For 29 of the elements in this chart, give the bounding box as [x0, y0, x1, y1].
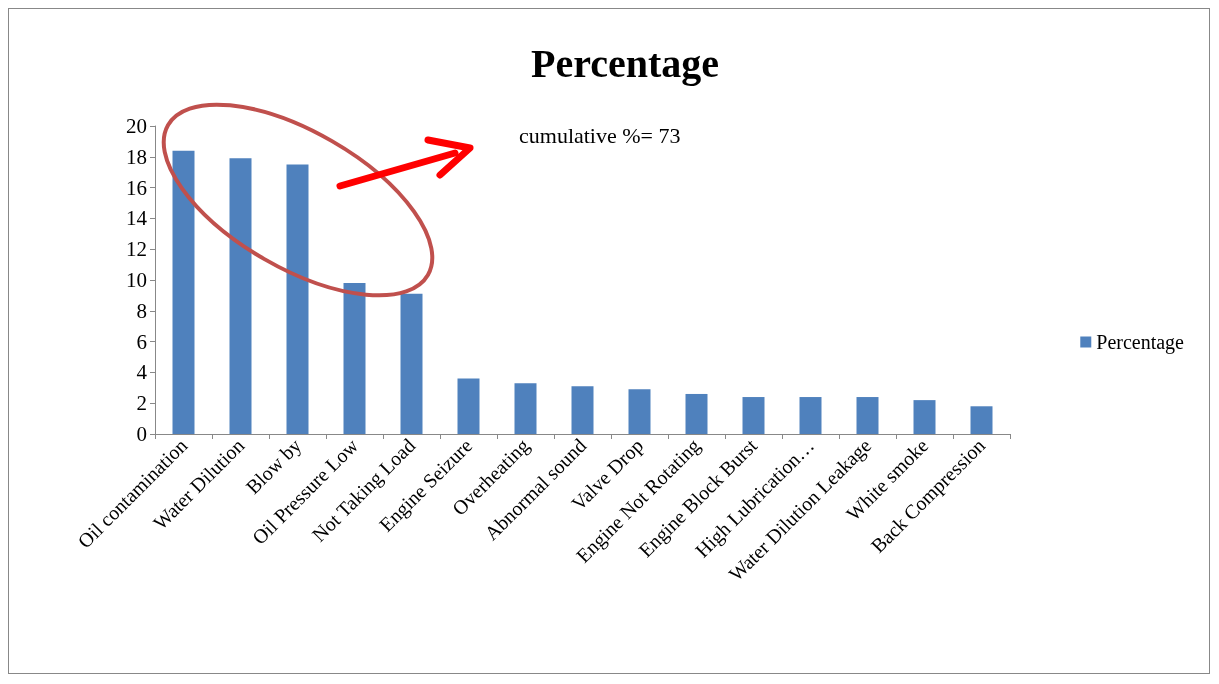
y-tick-label: 20	[126, 114, 147, 138]
bar	[400, 293, 423, 434]
y-tick-label: 6	[136, 329, 147, 354]
y-tick-label: 8	[136, 298, 147, 323]
annotation: cumulative %= 73	[519, 122, 681, 148]
bar	[685, 393, 708, 434]
bar	[571, 386, 594, 434]
bar	[628, 389, 651, 434]
y-tick-label: 10	[126, 268, 147, 292]
y-tick-label: 14	[126, 206, 148, 231]
bar	[970, 406, 993, 434]
bar	[856, 397, 879, 434]
y-tick-label: 18	[126, 144, 147, 169]
bar	[229, 158, 252, 434]
y-tick-label: 0	[136, 422, 147, 446]
bar	[742, 397, 765, 434]
bar	[514, 383, 537, 434]
bar	[343, 283, 366, 434]
y-tick-label: 4	[136, 360, 148, 385]
chart-title: Percentage	[530, 40, 720, 86]
bar	[913, 400, 936, 434]
bar	[172, 150, 195, 434]
y-tick-label: 12	[126, 237, 147, 262]
bar	[799, 397, 822, 434]
legend-label: Percentage	[1096, 331, 1185, 354]
bar	[286, 164, 309, 434]
y-tick-label: 16	[126, 175, 147, 200]
bar	[457, 378, 480, 434]
y-tick-label: 2	[136, 391, 147, 416]
